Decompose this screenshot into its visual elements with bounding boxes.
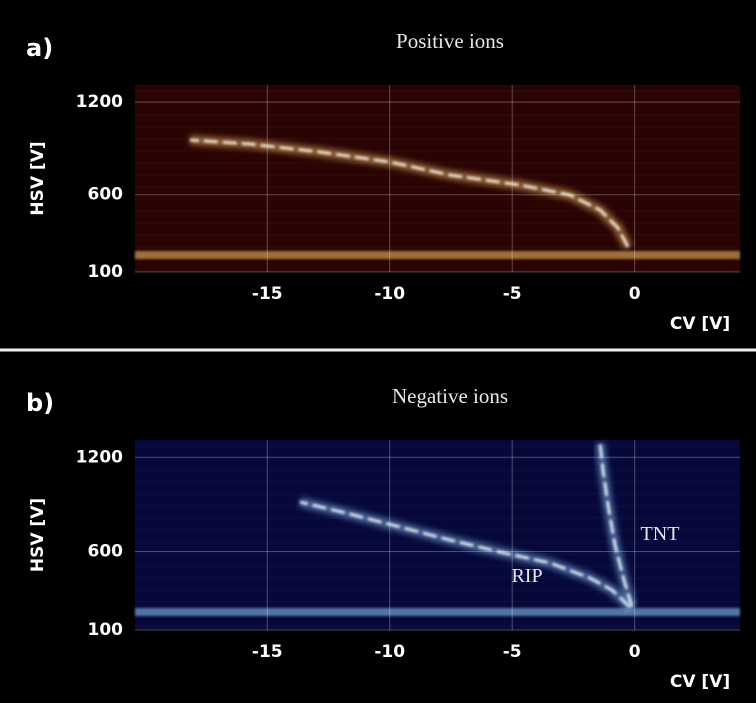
x-tick-label: -15	[252, 642, 283, 662]
annotation: RIP	[511, 565, 542, 587]
y-axis-label: HSV [V]	[28, 498, 48, 572]
chart-title: Positive ions	[396, 29, 504, 53]
panel-label: a)	[26, 34, 53, 62]
x-tick-label: -5	[503, 642, 522, 662]
x-tick-label: -5	[503, 284, 522, 304]
x-tick-label: -10	[374, 284, 405, 304]
y-axis-label: HSV [V]	[28, 141, 48, 215]
annotation: TNT	[641, 523, 680, 545]
x-tick-label: 0	[629, 642, 641, 662]
chart-title: Negative ions	[392, 384, 508, 408]
y-tick-label: 1200	[76, 92, 123, 112]
x-axis-label: CV [V]	[670, 672, 730, 692]
dispersion-core	[189, 138, 630, 248]
x-tick-label: -10	[374, 642, 405, 662]
dispersion-core	[299, 500, 632, 609]
baseline-band	[135, 251, 740, 259]
dispersion-core	[598, 442, 634, 608]
y-tick-label: 100	[88, 620, 124, 640]
y-tick-label: 100	[88, 262, 124, 282]
y-tick-label: 600	[88, 185, 124, 205]
plot-area	[135, 85, 740, 272]
panel-label: b)	[26, 389, 54, 417]
y-tick-label: 600	[88, 541, 124, 561]
baseline-band	[135, 608, 740, 616]
x-tick-label: -15	[252, 284, 283, 304]
x-tick-label: 0	[629, 284, 641, 304]
x-axis-label: CV [V]	[670, 314, 730, 334]
y-tick-label: 1200	[76, 447, 123, 467]
